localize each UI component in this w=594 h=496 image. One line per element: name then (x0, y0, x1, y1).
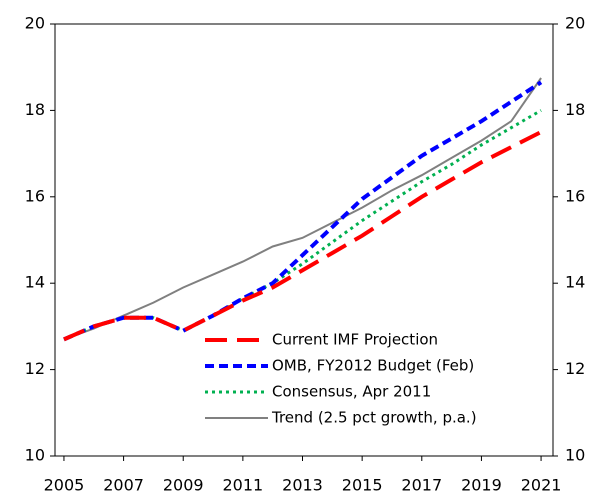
x-tick-label: 2011 (223, 476, 264, 495)
legend-label: OMB, FY2012 Budget (Feb) (272, 357, 474, 375)
plot-frame (54, 23, 554, 457)
y-tick-label: 16 (25, 186, 45, 205)
y2-tick-label: 12 (565, 359, 585, 378)
x-tick-label: 2015 (342, 476, 383, 495)
y-tick-label: 12 (25, 359, 45, 378)
y-tick-label: 20 (25, 14, 45, 33)
series-line (63, 80, 543, 342)
y2-tick-label: 14 (565, 273, 585, 292)
x-tick-label: 2007 (103, 476, 144, 495)
series-line (63, 130, 542, 342)
y2-tick-label: 10 (565, 446, 585, 465)
x-tick-label: 2021 (521, 476, 562, 495)
legend-label: Trend (2.5 pct growth, p.a.) (271, 409, 477, 427)
y2-tick-label: 20 (565, 14, 585, 33)
x-tick-label: 2013 (282, 476, 323, 495)
y2-tick-label: 18 (565, 100, 585, 119)
x-tick-label: 2009 (163, 476, 204, 495)
y-tick-label: 14 (25, 273, 45, 292)
x-tick-label: 2019 (461, 476, 502, 495)
x-tick-label: 2017 (401, 476, 442, 495)
y2-tick-label: 16 (565, 186, 585, 205)
legend-label: Current IMF Projection (272, 331, 438, 349)
y-tick-label: 18 (25, 100, 45, 119)
y-tick-label: 10 (25, 446, 45, 465)
legend-label: Consensus, Apr 2011 (272, 383, 431, 401)
series-line (63, 109, 542, 341)
series-line (63, 77, 542, 341)
x-tick-label: 2005 (44, 476, 85, 495)
